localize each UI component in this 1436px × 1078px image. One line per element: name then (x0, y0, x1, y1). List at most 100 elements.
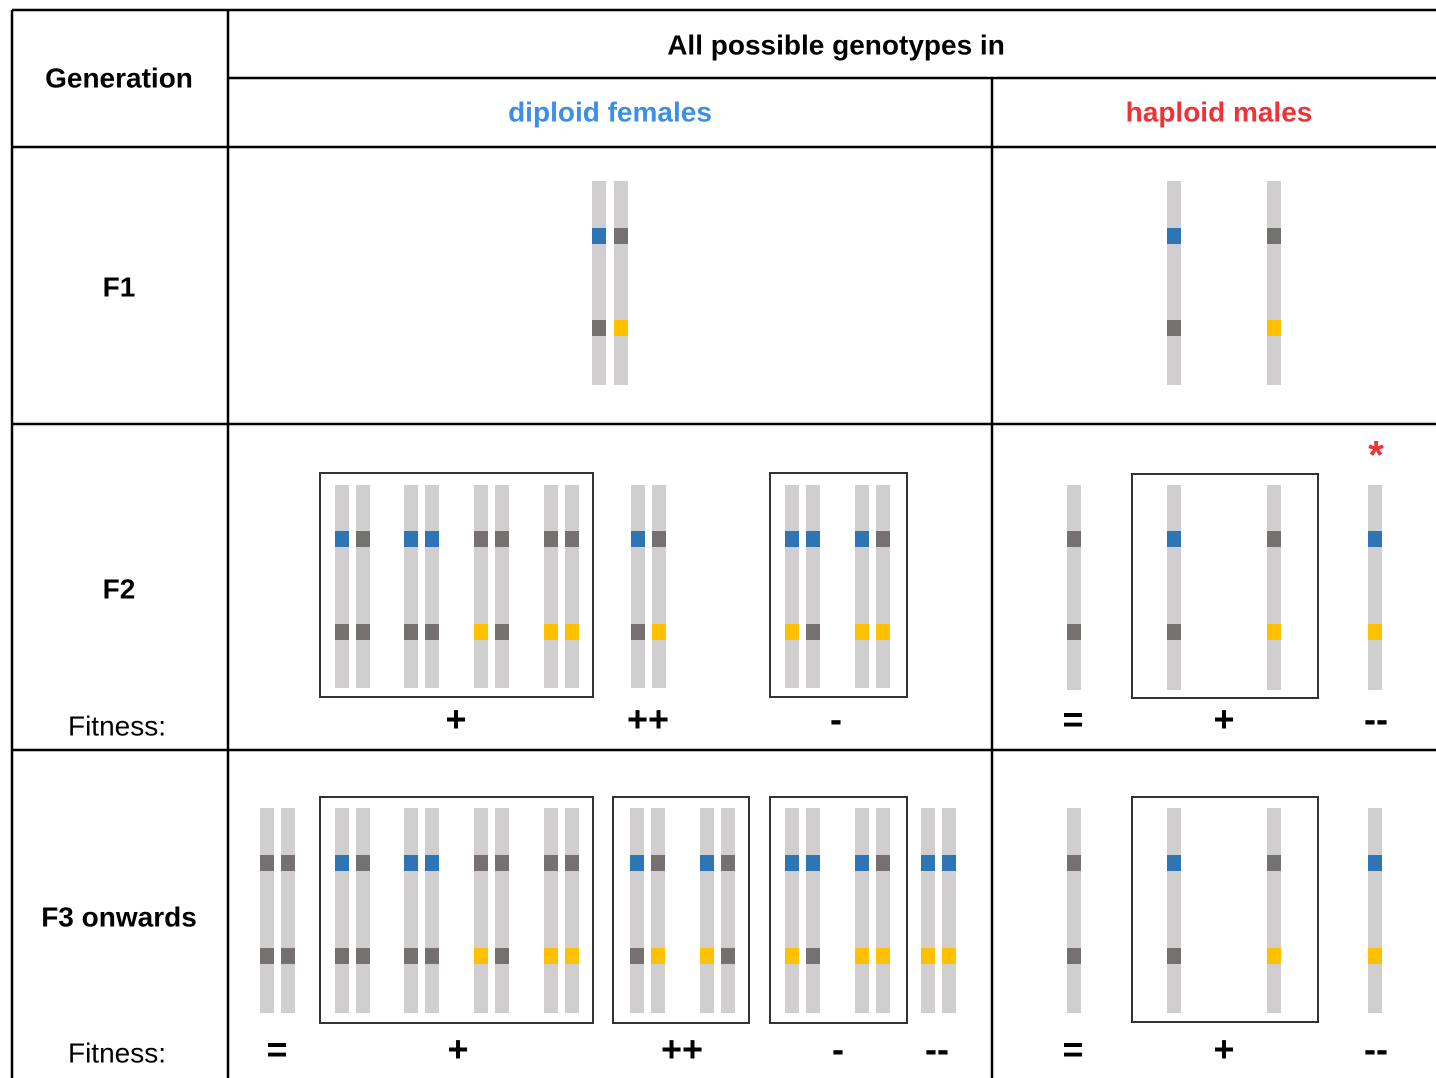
allele-marker (425, 855, 439, 871)
allele-marker (404, 531, 418, 547)
allele-marker (335, 948, 349, 964)
allele-marker (1167, 320, 1181, 336)
fitness-symbol: + (1213, 1029, 1234, 1070)
allele-marker (855, 624, 869, 640)
allele-marker (425, 531, 439, 547)
genotype-group (769, 472, 908, 698)
fitness-symbol: - (832, 1029, 844, 1070)
chromosome (806, 808, 820, 1013)
chromosome (1167, 808, 1181, 1013)
chromosome (474, 808, 488, 1013)
chromosome (1067, 808, 1081, 1013)
allele-marker (1267, 228, 1281, 244)
fitness-symbol: -- (1364, 699, 1388, 740)
chromosome (592, 181, 606, 385)
chromosome (404, 808, 418, 1013)
allele-marker (1067, 624, 1081, 640)
fitness-label: Fitness: (68, 710, 166, 741)
allele-marker (1067, 531, 1081, 547)
fitness-symbol: ++ (627, 699, 669, 740)
chromosome (631, 485, 645, 688)
allele-marker (1267, 320, 1281, 336)
allele-marker (651, 948, 665, 964)
fitness-symbol: + (445, 699, 466, 740)
chromosome (855, 808, 869, 1013)
allele-marker (404, 855, 418, 871)
fitness-symbol: - (830, 699, 842, 740)
allele-marker (565, 855, 579, 871)
chromosome (721, 808, 735, 1013)
genotype-group (612, 796, 750, 1024)
allele-marker (1167, 228, 1181, 244)
allele-marker (474, 624, 488, 640)
fitness-symbol: -- (925, 1029, 949, 1070)
allele-marker (260, 948, 274, 964)
allele-marker (425, 948, 439, 964)
chromosome (356, 808, 370, 1013)
allele-marker (1167, 624, 1181, 640)
chromosome (942, 808, 956, 1013)
allele-marker (614, 320, 628, 336)
allele-marker (806, 948, 820, 964)
chromosome (1368, 485, 1382, 690)
allele-marker (281, 948, 295, 964)
chromosome (495, 808, 509, 1013)
allele-marker (855, 948, 869, 964)
allele-marker (356, 948, 370, 964)
allele-marker (474, 531, 488, 547)
allele-marker (630, 855, 644, 871)
allele-marker (425, 624, 439, 640)
allele-marker (1368, 855, 1382, 871)
chromosome (630, 808, 644, 1013)
chromosome (565, 485, 579, 688)
allele-marker (876, 948, 890, 964)
chromosome (1368, 808, 1382, 1013)
allele-marker (565, 624, 579, 640)
allele-marker (785, 855, 799, 871)
allele-marker (495, 948, 509, 964)
chromosome (356, 485, 370, 688)
header-males: haploid males (1126, 96, 1313, 127)
allele-marker (785, 624, 799, 640)
fitness-symbol: -- (1364, 1029, 1388, 1070)
allele-marker (806, 531, 820, 547)
chromosome (1167, 181, 1181, 385)
allele-marker (1167, 855, 1181, 871)
allele-marker (565, 948, 579, 964)
fitness-symbol: ++ (661, 1029, 703, 1070)
allele-marker (652, 624, 666, 640)
allele-marker (335, 531, 349, 547)
allele-marker (1067, 855, 1081, 871)
chromosome (1267, 808, 1281, 1013)
allele-marker (1267, 624, 1281, 640)
allele-marker (876, 855, 890, 871)
allele-marker (855, 531, 869, 547)
chromosome (700, 808, 714, 1013)
chromosome (876, 808, 890, 1013)
fitness-symbol: + (447, 1029, 468, 1070)
genotype-group (319, 472, 594, 698)
allele-marker (404, 624, 418, 640)
chromosome (544, 808, 558, 1013)
genotype-group (769, 796, 908, 1024)
fitness-symbol: = (1062, 699, 1083, 740)
header-females: diploid females (508, 96, 712, 127)
allele-marker (1267, 855, 1281, 871)
allele-marker (1167, 531, 1181, 547)
genotype-group (1131, 796, 1319, 1023)
allele-marker (921, 855, 935, 871)
row-label: F3 onwards (41, 901, 197, 932)
allele-marker (806, 855, 820, 871)
genotype-group (319, 796, 594, 1024)
allele-marker (630, 948, 644, 964)
allele-marker (806, 624, 820, 640)
chromosome (565, 808, 579, 1013)
allele-marker (700, 948, 714, 964)
chromosome (614, 181, 628, 385)
allele-marker (565, 531, 579, 547)
chromosome (335, 485, 349, 688)
allele-marker (592, 228, 606, 244)
allele-marker (281, 855, 295, 871)
chromosome (785, 808, 799, 1013)
